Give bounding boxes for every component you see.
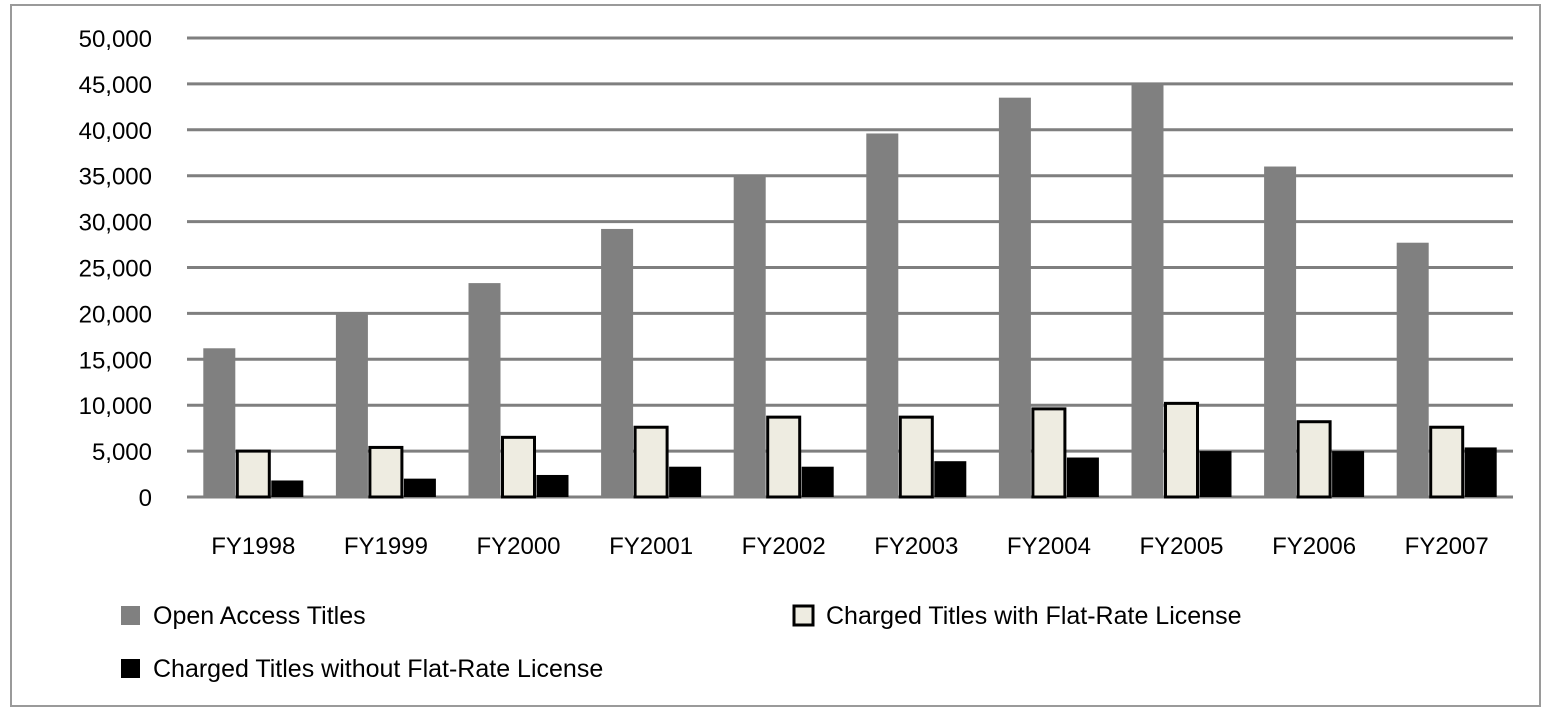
bar-open-access — [1396, 242, 1429, 497]
y-axis-ticks: 0 5,000 10,000 15,000 20,000 25,000 30,000 35,0… — [79, 26, 152, 512]
bar-open-access — [335, 313, 368, 497]
x-tick-label: FY1999 — [344, 533, 428, 560]
bar-charged-flat-rate — [766, 415, 802, 499]
legend-label: Open Access Titles — [153, 602, 366, 630]
x-tick-label: FY2002 — [742, 533, 826, 560]
x-tick-label: FY2006 — [1272, 533, 1356, 560]
bar-charged-flat-rate — [1429, 425, 1465, 499]
bar-charged-flat-rate — [898, 415, 934, 499]
bar-charged-no-flat-rate — [1464, 447, 1497, 497]
legend: Open Access Titles Charged Titles with Fl… — [121, 602, 1241, 683]
y-tick-label: 10,000 — [79, 393, 152, 420]
y-tick-label: 20,000 — [79, 301, 152, 328]
y-tick-label: 40,000 — [79, 118, 152, 145]
bar-charged-no-flat-rate — [801, 466, 834, 497]
bar-open-access — [998, 97, 1031, 498]
bar-open-access — [1264, 166, 1297, 497]
bar-open-access — [1131, 83, 1164, 498]
legend-swatch — [792, 604, 815, 627]
y-tick-label: 15,000 — [79, 347, 152, 374]
y-tick-label: 30,000 — [79, 210, 152, 237]
bar-charged-no-flat-rate — [271, 480, 304, 497]
bar-charged-no-flat-rate — [536, 474, 569, 497]
bar-open-access — [866, 133, 899, 498]
bar-charged-no-flat-rate — [669, 466, 702, 497]
bar-open-access — [468, 283, 501, 497]
y-tick-label: 5,000 — [92, 439, 152, 466]
legend-swatch — [121, 659, 140, 678]
bar-charged-no-flat-rate — [403, 478, 436, 497]
bar-charged-no-flat-rate — [1199, 451, 1232, 497]
y-tick-label: 35,000 — [79, 164, 152, 191]
y-tick-label: 50,000 — [79, 26, 152, 53]
legend-label: Charged Titles without Flat-Rate License — [153, 655, 603, 683]
legend-label: Charged Titles with Flat-Rate License — [826, 602, 1241, 630]
y-tick-label: 45,000 — [79, 72, 152, 99]
bar-open-access — [203, 348, 236, 497]
x-tick-label: FY2001 — [609, 533, 693, 560]
bar-charged-no-flat-rate — [1332, 451, 1365, 497]
bar-charged-flat-rate — [1296, 420, 1332, 499]
bar-charged-no-flat-rate — [1066, 457, 1099, 497]
bar-open-access — [601, 228, 634, 497]
y-tick-label: 0 — [139, 485, 152, 512]
bar-open-access — [733, 175, 766, 497]
bar-charged-flat-rate — [633, 425, 669, 499]
bar-charged-no-flat-rate — [934, 461, 967, 497]
bar-charged-flat-rate — [1164, 401, 1199, 499]
bar-charged-flat-rate — [1031, 407, 1067, 499]
y-tick-label: 25,000 — [79, 256, 152, 283]
legend-swatch — [121, 606, 140, 625]
bars — [203, 83, 1497, 499]
x-tick-label: FY2004 — [1007, 533, 1091, 560]
x-tick-label: FY2007 — [1405, 533, 1489, 560]
bar-charged-flat-rate — [235, 449, 271, 499]
x-tick-label: FY2005 — [1139, 533, 1223, 560]
x-tick-label: FY1998 — [211, 533, 295, 560]
bar-charged-flat-rate — [368, 445, 404, 499]
bar-charged-flat-rate — [501, 435, 536, 499]
x-tick-label: FY2003 — [874, 533, 958, 560]
x-axis-ticks: FY1998 FY1999 FY2000 FY2001 FY2002 FY2003 FY20… — [211, 533, 1488, 560]
x-tick-label: FY2000 — [476, 533, 560, 560]
